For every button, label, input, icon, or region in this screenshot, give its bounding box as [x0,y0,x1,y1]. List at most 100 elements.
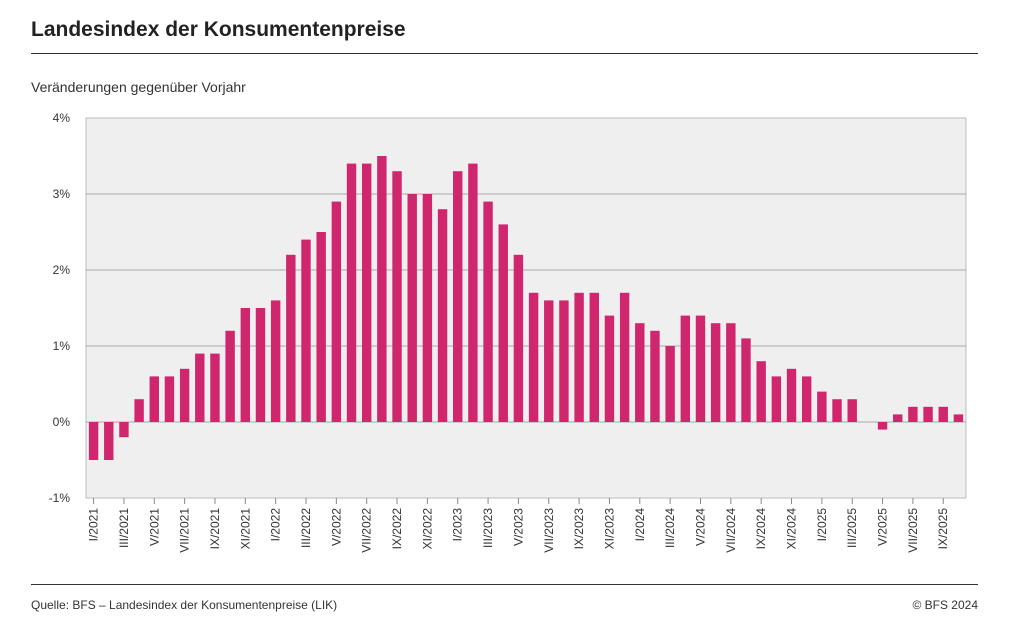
source-note: Quelle: BFS – Landesindex der Konsumente… [31,598,338,612]
y-tick-label: 2% [53,263,71,277]
x-tick-label: V/2023 [511,508,525,546]
bar-VIII/2024 [741,338,751,422]
x-tick-label: IX/2024 [754,508,768,550]
title-divider [31,53,978,54]
bar-IX/2021 [210,353,220,422]
x-tick-label: XI/2023 [602,508,616,550]
bar-IX/2022 [392,171,402,422]
bar-VII/2021 [179,368,190,422]
bar-VI/2021 [164,376,175,422]
y-tick-label: -1% [49,491,71,505]
bar-I/2024 [635,323,645,422]
bar-II/2022 [286,254,296,422]
bar-I/2021 [88,422,99,460]
bar-IV/2023 [498,224,508,422]
bar-XII/2021 [255,308,266,422]
bar-IX/2025 [938,406,948,422]
bar-X/2021 [225,330,235,422]
bar-XII/2023 [619,292,630,422]
bar-VII/2025 [908,406,918,422]
x-tick-label: V/2024 [693,508,707,546]
bar-V/2023 [513,254,524,422]
bar-II/2024 [650,330,660,422]
bar-VI/2024 [710,323,721,422]
bar-VI/2022 [346,163,357,422]
bar-VII/2022 [361,163,372,422]
x-tick-label: III/2023 [481,508,495,548]
x-tick-label: V/2021 [147,508,161,546]
bar-X/2024 [771,376,782,422]
bar-V/2025 [877,422,888,430]
bar-III/2024 [665,346,675,422]
bar-III/2025 [847,399,857,422]
bar-I/2025 [817,391,827,422]
x-tick-label: VII/2021 [178,508,192,553]
bar-III/2022 [301,239,311,422]
y-tick-label: 3% [53,187,71,201]
bar-XII/2024 [801,376,812,422]
x-tick-label: III/2021 [117,508,131,548]
bar-VI/2023 [528,292,539,422]
bar-XI/2022 [422,194,433,422]
bar-V/2024 [695,315,706,422]
bar-II/2025 [832,399,842,422]
bar-XI/2024 [786,368,797,422]
bar-II/2023 [468,163,478,422]
bar-X/2022 [407,194,417,422]
x-tick-label: VII/2025 [906,508,920,553]
x-tick-label: I/2021 [87,508,101,542]
bar-I/2022 [270,300,281,422]
bar-VIII/2021 [195,353,205,422]
x-tick-label: III/2022 [299,508,313,548]
bar-I/2023 [453,171,463,422]
y-tick-label: 0% [53,415,71,429]
x-tick-label: III/2024 [663,508,677,548]
footer-divider [31,584,978,585]
bar-IX/2024 [756,361,766,422]
bar-VII/2023 [544,300,554,422]
x-tick-label: VII/2024 [724,508,738,553]
bar-XII/2022 [437,209,448,422]
x-tick-label: XI/2024 [785,508,799,550]
bar-XI/2023 [604,315,615,422]
bar-VIII/2025 [923,406,933,422]
x-tick-label: I/2024 [633,508,647,542]
x-tick-label: XI/2022 [420,508,434,550]
page-title: Landesindex der Konsumentenpreise [31,18,406,41]
bar-X/2025 [953,414,964,422]
x-tick-label: IX/2022 [390,508,404,550]
bar-IV/2022 [316,232,326,422]
plot-area [85,117,967,499]
y-tick-label: 4% [53,111,71,125]
bar-VIII/2022 [377,156,387,422]
x-tick-label: IX/2021 [208,508,222,550]
bar-IV/2024 [680,315,691,422]
x-tick-label: VII/2022 [360,508,374,553]
bar-VI/2025 [893,414,903,422]
x-tick-label: V/2022 [329,508,343,546]
x-tick-label: IX/2023 [572,508,586,550]
x-tick-label: V/2025 [876,508,890,546]
copyright: © BFS 2024 [912,598,978,612]
bar-III/2023 [483,201,493,422]
bar-IX/2023 [574,292,584,422]
y-tick-label: 1% [53,339,71,353]
bar-V/2022 [331,201,342,422]
x-tick-label: I/2025 [815,508,829,542]
bar-III/2021 [119,422,129,438]
bar-IV/2021 [134,399,144,422]
chart-subtitle: Veränderungen gegenüber Vorjahr [31,79,246,95]
x-tick-label: I/2022 [269,508,283,542]
bar-VIII/2023 [559,300,569,422]
x-tick-label: XI/2021 [238,508,252,550]
x-tick-label: I/2023 [451,508,465,542]
bar-XI/2021 [240,308,251,422]
x-tick-label: IX/2025 [936,508,950,550]
x-tick-label: III/2025 [845,508,859,548]
bar-VII/2024 [726,323,736,422]
bar-II/2021 [104,422,114,460]
bar-X/2023 [589,292,599,422]
bar-V/2021 [149,376,159,422]
x-tick-label: VII/2023 [542,508,556,553]
